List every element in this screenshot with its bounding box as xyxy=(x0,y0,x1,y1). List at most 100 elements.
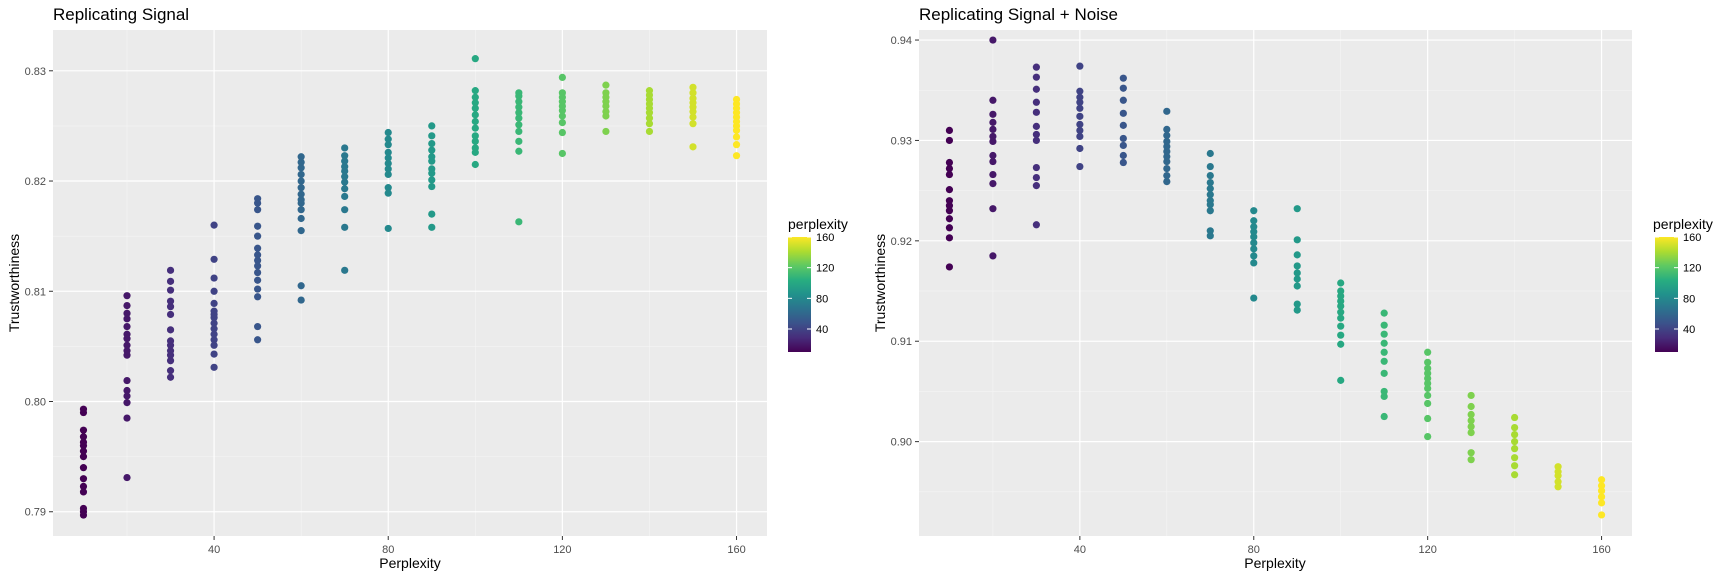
data-point xyxy=(945,197,954,205)
data-point xyxy=(989,96,997,104)
data-point xyxy=(1163,157,1171,166)
data-point xyxy=(1032,85,1040,93)
data-point xyxy=(515,137,523,145)
data-point xyxy=(297,227,305,235)
y-tick-label: 0.94 xyxy=(891,35,912,47)
data-point xyxy=(123,292,131,300)
data-point xyxy=(1424,379,1432,387)
data-point xyxy=(166,373,175,381)
data-point xyxy=(1032,108,1040,116)
data-point xyxy=(689,120,697,128)
data-point xyxy=(428,132,436,140)
data-point xyxy=(558,73,566,82)
x-ticks-left: 40 80 120 160 xyxy=(208,536,746,556)
data-point xyxy=(1424,414,1432,423)
data-point xyxy=(428,165,436,173)
data-point xyxy=(515,121,523,129)
data-point xyxy=(297,177,305,185)
data-point xyxy=(1293,262,1301,270)
data-point xyxy=(79,405,88,413)
points-right xyxy=(945,36,1606,519)
data-point xyxy=(341,157,349,165)
data-point xyxy=(471,111,479,119)
data-point xyxy=(1293,251,1301,259)
data-point xyxy=(123,399,131,407)
data-point xyxy=(1163,107,1171,115)
data-point xyxy=(989,110,997,118)
data-point xyxy=(1250,228,1258,236)
data-point xyxy=(1554,463,1562,471)
x-tick-label: 40 xyxy=(1074,544,1086,556)
points-left xyxy=(79,55,741,519)
data-point xyxy=(1206,162,1214,171)
data-point xyxy=(1163,164,1171,173)
data-point xyxy=(123,414,131,422)
data-point xyxy=(1467,402,1475,411)
legend-tick-label: 80 xyxy=(816,293,828,305)
data-point xyxy=(1076,120,1084,128)
data-point xyxy=(297,296,305,304)
data-point xyxy=(341,266,349,274)
data-point xyxy=(945,158,954,167)
data-point xyxy=(1032,63,1040,71)
data-point xyxy=(166,347,175,355)
data-point xyxy=(123,473,131,482)
data-point xyxy=(945,126,954,134)
data-point xyxy=(1250,294,1258,302)
data-point xyxy=(471,99,479,107)
data-point xyxy=(254,222,262,230)
data-point xyxy=(254,285,262,293)
x-axis-label-right: Perplexity xyxy=(1244,555,1305,571)
data-point xyxy=(166,277,175,285)
data-point xyxy=(79,453,88,461)
y-tick-label: 0.80 xyxy=(25,397,46,409)
data-point xyxy=(645,114,654,122)
data-point xyxy=(123,309,131,317)
data-point xyxy=(1467,456,1475,464)
data-point xyxy=(123,347,131,355)
data-point xyxy=(945,207,954,215)
data-point xyxy=(1597,482,1606,490)
legend-tick-label: 120 xyxy=(816,263,834,275)
data-point xyxy=(689,113,697,121)
data-point xyxy=(297,206,305,214)
data-point xyxy=(384,170,392,179)
data-point xyxy=(1380,392,1388,401)
data-point xyxy=(210,350,218,358)
data-point xyxy=(471,137,479,145)
data-point xyxy=(945,164,954,173)
data-point xyxy=(1250,217,1258,225)
x-tick-label: 160 xyxy=(1592,544,1610,556)
data-point xyxy=(1206,149,1214,158)
data-point xyxy=(1293,236,1301,244)
data-point xyxy=(1032,73,1040,81)
data-point xyxy=(254,244,262,252)
data-point xyxy=(1163,147,1171,156)
data-point xyxy=(79,464,88,472)
data-point xyxy=(1380,357,1388,365)
plot-area-right xyxy=(919,30,1632,536)
data-point xyxy=(166,326,175,334)
data-point xyxy=(341,152,349,160)
data-point xyxy=(515,103,523,111)
data-point xyxy=(989,170,997,179)
data-point xyxy=(1380,348,1388,356)
data-point xyxy=(689,94,697,102)
data-point xyxy=(1293,282,1301,290)
data-point xyxy=(297,214,305,223)
data-point xyxy=(1424,374,1432,382)
data-point xyxy=(166,286,175,294)
data-point xyxy=(1467,416,1475,425)
data-point xyxy=(1511,462,1519,470)
data-point xyxy=(1337,331,1345,339)
legend-tick-label: 160 xyxy=(1683,232,1701,244)
legend-colorbar-left xyxy=(788,237,811,352)
data-point xyxy=(210,221,218,229)
data-point xyxy=(1032,163,1040,172)
data-point xyxy=(1076,112,1084,120)
data-point xyxy=(602,81,610,89)
data-point xyxy=(1119,109,1127,117)
data-point xyxy=(1380,369,1388,377)
y-tick-label: 0.81 xyxy=(25,286,46,298)
data-point xyxy=(210,299,218,307)
